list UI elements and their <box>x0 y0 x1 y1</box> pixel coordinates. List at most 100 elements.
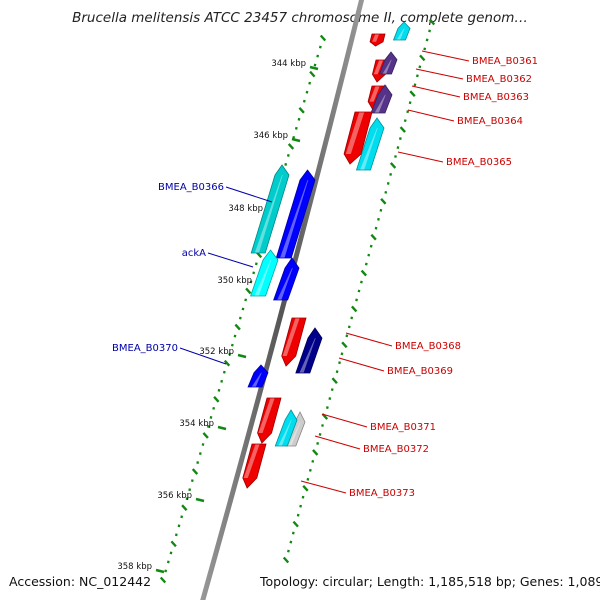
gene-label-bmea-b0363[interactable]: BMEA_B0363 <box>463 92 529 103</box>
gc-tick-inner <box>308 81 312 85</box>
gc-tick-inner <box>198 452 202 455</box>
gene-leader-line <box>411 85 461 98</box>
gc-tick-inner <box>319 34 327 42</box>
gc-tick-inner <box>252 271 256 275</box>
gc-tick-outer <box>312 449 319 456</box>
gene-arrow-unlabeled-highlight <box>288 422 301 446</box>
topology-label: Topology: circular; Length: 1,185,518 bp… <box>259 574 600 589</box>
gc-tick-outer <box>296 513 300 517</box>
scale-tick-mark <box>195 497 205 503</box>
map-title: Brucella melitensis ATCC 23457 chromosom… <box>72 10 528 26</box>
scale-tick-mark <box>217 425 227 431</box>
gc-tick-outer <box>380 198 387 205</box>
gene-arrow-unlabeled-outline <box>273 257 300 301</box>
gc-tick-outer <box>302 484 309 492</box>
gene-leader-line <box>314 435 361 450</box>
gc-tick-inner <box>316 54 320 58</box>
accession-label: Accession: NC_012442 <box>9 574 151 589</box>
scale-tick-label: 344 kbp <box>271 59 306 69</box>
gc-tick-outer <box>398 137 402 140</box>
gene-arrow-unlabeled[interactable] <box>273 257 300 301</box>
gene-label-bmea-b0368[interactable]: BMEA_B0368 <box>395 341 461 352</box>
gene-leader-line <box>225 186 273 203</box>
gene-arrow-bmea-b0371-highlight <box>258 398 275 433</box>
gene-label-bmea-b0372[interactable]: BMEA_B0372 <box>363 444 429 455</box>
gene-leader-line <box>207 252 254 268</box>
gene-arrow-bmea-b0363[interactable] <box>370 84 393 114</box>
gc-tick-inner <box>180 515 184 519</box>
gene-arrow-bmea-b0364-outline <box>343 111 373 165</box>
gc-tick-outer <box>325 406 329 409</box>
scale-tick-mark <box>291 137 301 143</box>
gene-label-bmea-b0373[interactable]: BMEA_B0373 <box>349 488 415 499</box>
gc-tick-inner <box>169 551 173 555</box>
gene-arrow-bmea-b0365[interactable] <box>355 117 385 171</box>
gene-arrow-bmea-b0368[interactable] <box>281 317 307 367</box>
scale-tick-label: 348 kbp <box>228 204 263 214</box>
gc-tick-outer <box>338 361 341 365</box>
gene-arrow-bmea-b0361-highlight <box>372 34 380 42</box>
gc-tick-outer <box>419 54 426 62</box>
gene-label-acka[interactable]: ackA <box>182 248 206 259</box>
gene-label-bmea-b0364[interactable]: BMEA_B0364 <box>457 116 523 127</box>
gene-label-bmea-b0362[interactable]: BMEA_B0362 <box>466 74 532 85</box>
gene-arrow-unlabeled[interactable] <box>392 21 411 41</box>
gene-arrow-bmea-b0364[interactable] <box>343 111 373 165</box>
gc-tick-inner <box>206 425 210 428</box>
gc-tick-inner <box>196 461 200 464</box>
gene-label-bmea-b0366[interactable]: BMEA_B0366 <box>158 182 224 193</box>
gc-tick-outer <box>369 244 373 248</box>
gene-arrow-unlabeled-highlight <box>373 60 384 75</box>
gc-tick-inner <box>166 560 170 564</box>
gene-arrow-unlabeled[interactable] <box>275 169 316 259</box>
gc-tick-outer <box>291 531 295 535</box>
gc-tick-inner <box>287 143 295 150</box>
gene-arrow-bmea-b0371-outline <box>257 397 282 444</box>
gc-tick-inner <box>190 479 194 483</box>
gc-tick-inner <box>209 415 213 419</box>
scale-tick-label: 358 kbp <box>117 562 152 572</box>
gc-tick-outer <box>299 504 302 508</box>
gc-tick-inner <box>241 307 245 311</box>
gc-tick-outer <box>428 29 431 33</box>
gene-arrow-bmea-b0362-highlight <box>382 59 392 74</box>
gc-tick-outer <box>355 298 358 302</box>
gene-label-bmea-b0371[interactable]: BMEA_B0371 <box>370 422 436 433</box>
gene-arrow-bmea-b0373-outline <box>242 443 267 489</box>
gene-label-bmea-b0365[interactable]: BMEA_B0365 <box>446 157 512 168</box>
gene-arrow-bmea-b0361[interactable] <box>369 33 386 47</box>
gc-tick-inner <box>313 63 317 67</box>
gene-arrow-bmea-b0368-highlight <box>282 318 300 356</box>
gc-tick-inner <box>159 576 167 584</box>
gc-tick-outer <box>413 83 417 87</box>
gene-arrow-bmea-b0368-body <box>281 318 306 366</box>
gene-arrow-unlabeled-outline <box>275 169 316 259</box>
gc-tick-outer <box>328 397 332 401</box>
gc-tick-inner <box>249 280 253 284</box>
gc-tick-inner <box>181 504 188 512</box>
gc-tick-outer <box>311 459 315 463</box>
gene-label-bmea-b0361[interactable]: BMEA_B0361 <box>472 56 538 67</box>
gc-tick-outer <box>345 334 349 338</box>
gene-arrow-bmea-b0372[interactable] <box>274 409 298 447</box>
gc-tick-inner <box>212 406 216 410</box>
gc-tick-inner <box>284 163 288 166</box>
gene-arrow-bmea-b0373[interactable] <box>242 443 267 489</box>
gc-tick-outer <box>389 173 393 176</box>
gene-label-bmea-b0370[interactable]: BMEA_B0370 <box>112 343 178 354</box>
gene-arrow-bmea-b0369-highlight <box>299 338 316 373</box>
gene-arrow-bmea-b0370[interactable] <box>247 364 269 388</box>
gc-tick-outer <box>301 495 305 499</box>
gc-tick-outer <box>357 289 361 293</box>
gene-arrow-bmea-b0362[interactable] <box>378 51 398 75</box>
gene-arrow-bmea-b0369[interactable] <box>295 327 323 374</box>
gene-label-bmea-b0369[interactable]: BMEA_B0369 <box>387 366 453 377</box>
gene-arrow-acka[interactable] <box>250 249 279 297</box>
gene-arrow-bmea-b0366[interactable] <box>250 164 290 254</box>
gc-tick-inner <box>188 488 192 492</box>
gc-tick-inner <box>213 396 220 403</box>
scale-tick-label: 356 kbp <box>157 491 192 501</box>
gc-tick-outer <box>408 101 412 105</box>
gc-tick-outer <box>374 226 378 230</box>
gene-arrow-bmea-b0371[interactable] <box>257 397 282 444</box>
